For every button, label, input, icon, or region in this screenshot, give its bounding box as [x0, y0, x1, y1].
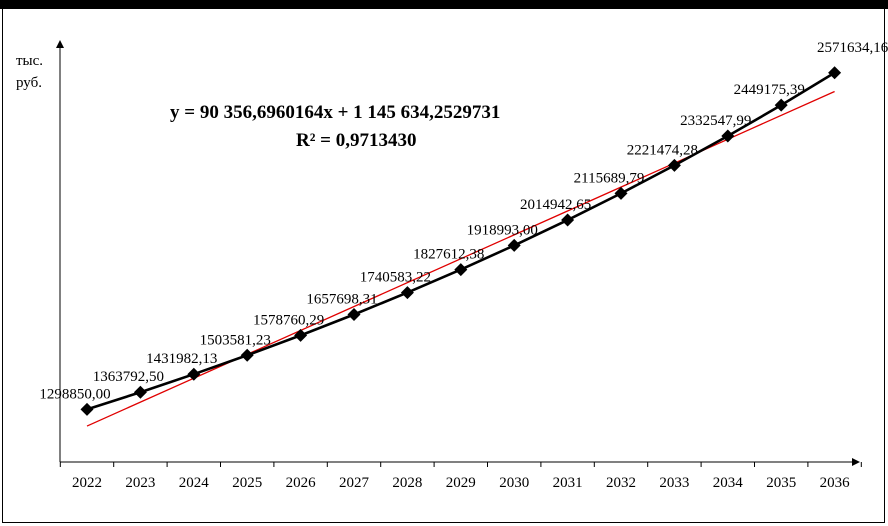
- x-tick-label: 2026: [286, 475, 317, 491]
- data-point-marker: [347, 308, 361, 322]
- data-label: 1431982,13: [146, 351, 217, 367]
- data-label: 1578760,29: [253, 312, 324, 328]
- data-point-marker: [400, 286, 414, 300]
- data-point-marker: [721, 129, 735, 143]
- x-tick-label: 2027: [339, 475, 370, 491]
- data-point-marker: [240, 348, 254, 362]
- data-point-marker: [294, 328, 308, 342]
- data-label: 1740583,22: [360, 270, 431, 286]
- y-axis-arrow: [56, 40, 64, 48]
- data-label: 1363792,50: [93, 369, 164, 385]
- x-tick-label: 2036: [820, 475, 851, 491]
- border-bottom: [2, 522, 885, 523]
- y-axis-unit-label: тыс. руб.: [16, 53, 44, 91]
- data-point-marker: [454, 263, 468, 277]
- data-label: 2221474,28: [627, 142, 698, 158]
- data-point-marker: [133, 385, 147, 399]
- trendline-r-squared: R² = 0,9713430: [296, 130, 417, 151]
- data-label: 1503581,23: [200, 332, 271, 348]
- data-point-marker: [561, 213, 575, 227]
- x-tick-label: 2024: [179, 475, 210, 491]
- trendline-equation-box: y = 90 356,6960164x + 1 145 634,2529731 …: [170, 99, 590, 155]
- top-rule: [0, 0, 888, 9]
- data-point-marker: [828, 66, 842, 80]
- data-point-marker: [80, 402, 94, 416]
- data-label: 1657698,31: [306, 292, 377, 308]
- x-tick-label: 2031: [553, 475, 583, 491]
- x-tick-label: 2035: [766, 475, 796, 491]
- data-point-marker: [614, 186, 628, 200]
- x-tick-label: 2025: [232, 475, 262, 491]
- x-axis-arrow: [852, 458, 860, 466]
- data-label: 2014942,65: [520, 197, 591, 213]
- data-label: 2332547,99: [680, 113, 751, 129]
- x-tick-label: 2034: [713, 475, 744, 491]
- data-label: 1918993,00: [467, 222, 538, 238]
- x-tick-label: 2028: [392, 475, 422, 491]
- data-label: 2449175,39: [734, 82, 805, 98]
- data-label: 1827612,38: [413, 247, 484, 263]
- x-tick-label: 2022: [72, 475, 102, 491]
- data-label: 2115689,79: [574, 170, 645, 186]
- x-tick-label: 2023: [125, 475, 155, 491]
- x-tick-label: 2032: [606, 475, 636, 491]
- x-tick-label: 2029: [446, 475, 476, 491]
- x-tick-label: 2030: [499, 475, 529, 491]
- data-point-marker: [667, 158, 681, 172]
- border-left: [2, 9, 3, 523]
- x-tick-label: 2033: [659, 475, 689, 491]
- data-label: 2571634,16: [817, 40, 888, 56]
- data-point-marker: [774, 98, 788, 112]
- data-point-marker: [187, 367, 201, 381]
- data-label: 1298850,00: [39, 386, 110, 402]
- border-right: [884, 9, 885, 523]
- data-point-marker: [507, 238, 521, 252]
- trendline-equation: y = 90 356,6960164x + 1 145 634,2529731: [170, 102, 501, 123]
